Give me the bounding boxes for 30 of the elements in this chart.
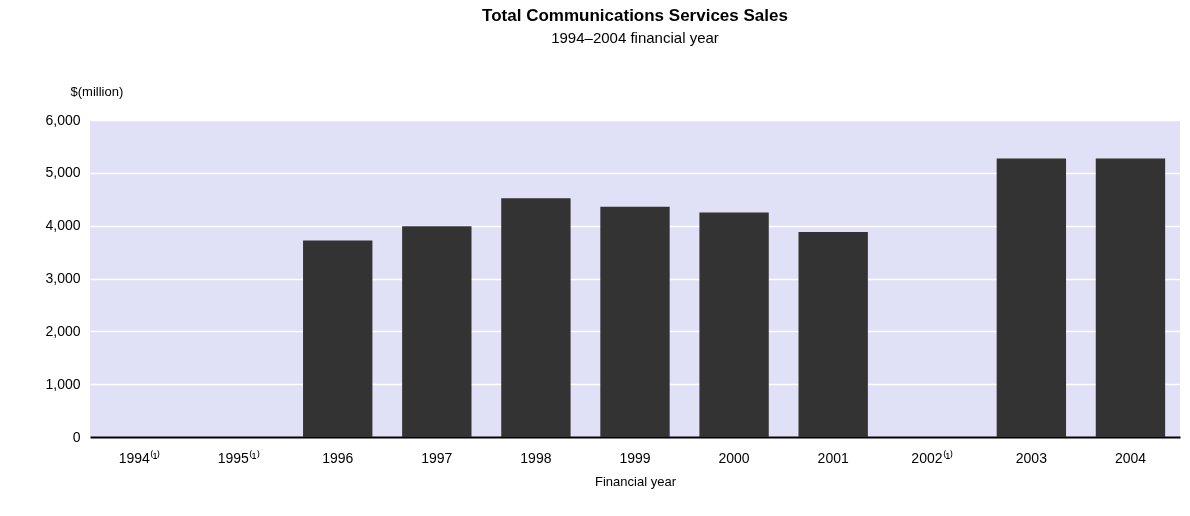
bar (402, 226, 472, 437)
y-tick-label: 1,000 (45, 375, 81, 392)
y-tick-label: 6,000 (45, 111, 81, 128)
x-tick-label: 2002⁽¹⁾ (911, 449, 954, 466)
x-tick-label: 1998 (520, 449, 552, 466)
x-axis-title: Financial year (595, 473, 677, 489)
y-axis-title: $(million) (70, 83, 124, 99)
bar (1095, 158, 1166, 437)
x-tick-label: 1994⁽¹⁾ (118, 449, 161, 466)
y-tick-label: 2,000 (45, 322, 81, 339)
bar (600, 206, 670, 437)
bar (996, 158, 1067, 437)
bar (501, 198, 571, 437)
x-tick-label: 1996 (322, 449, 354, 466)
bar (699, 212, 769, 437)
y-tick-label: 4,000 (45, 217, 81, 234)
chart-title: Total Communications Services Sales (482, 6, 788, 25)
bar (798, 232, 868, 437)
x-tick-label: 1997 (421, 449, 453, 466)
x-tick-label: 2000 (718, 449, 750, 466)
x-tick-label: 2001 (817, 449, 849, 466)
bar (303, 240, 373, 437)
x-tick-label: 1999 (619, 449, 651, 466)
x-tick-label: 2004 (1114, 449, 1147, 466)
y-tick-label: 0 (72, 428, 81, 445)
x-tick-label: 2003 (1015, 449, 1048, 466)
y-tick-label: 3,000 (45, 270, 81, 286)
chart-subtitle: 1994–2004 financial year (551, 29, 719, 46)
x-tick-label: 1995⁽¹⁾ (217, 449, 260, 466)
y-tick-label: 5,000 (45, 164, 81, 181)
